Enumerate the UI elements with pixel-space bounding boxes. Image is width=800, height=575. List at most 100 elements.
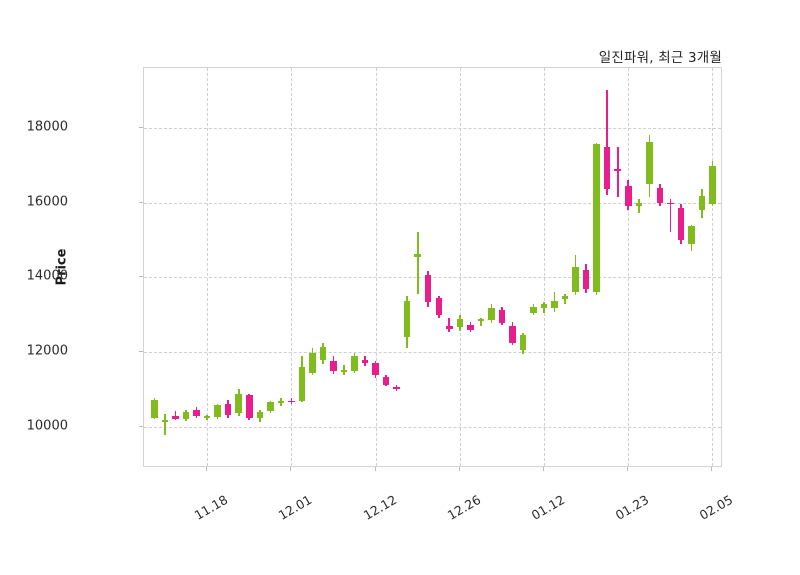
candle-body — [161, 419, 169, 423]
candle-body — [614, 168, 621, 171]
candle-body — [361, 359, 369, 363]
candle-body — [667, 202, 674, 205]
candle-body — [351, 355, 358, 371]
candle-body — [256, 411, 264, 419]
x-tick-label: 02.05 — [697, 491, 736, 523]
candle-body — [488, 308, 495, 321]
candle-body — [435, 297, 443, 316]
candle-body — [624, 185, 632, 207]
candle-body — [635, 202, 643, 207]
gridline-vertical — [712, 68, 714, 466]
x-tick-mark — [374, 467, 376, 471]
candle-wick — [669, 198, 672, 233]
x-tick-mark — [627, 467, 629, 471]
x-tick-mark — [206, 467, 208, 471]
candle-wick — [480, 318, 482, 326]
x-tick-label: 01.23 — [613, 491, 652, 523]
candle-body — [224, 404, 232, 415]
candle-body — [424, 275, 432, 302]
candle-body — [372, 363, 379, 376]
gridline-horizontal — [144, 426, 721, 428]
candle-body — [414, 254, 421, 257]
y-tick-mark — [139, 201, 143, 203]
gridline-horizontal — [144, 202, 721, 204]
y-tick-mark — [139, 276, 143, 278]
x-tick-mark — [543, 467, 545, 471]
plot-area — [143, 67, 722, 467]
candle-body — [477, 319, 485, 322]
candle-wick — [606, 90, 608, 196]
candle-body — [319, 346, 327, 360]
gridline-vertical — [207, 68, 209, 466]
x-tick-label: 12.26 — [444, 491, 484, 523]
candle-body — [309, 352, 316, 373]
gridline-horizontal — [144, 127, 721, 129]
gridline-vertical — [544, 68, 546, 466]
candle-body — [603, 146, 611, 190]
y-tick-mark — [139, 425, 143, 427]
gridline-vertical — [628, 68, 630, 466]
candle-body — [172, 415, 179, 419]
candle-body — [709, 165, 716, 205]
candle-wick — [343, 365, 345, 375]
candle-body — [382, 376, 390, 385]
candle-body — [456, 319, 464, 327]
candle-body — [393, 387, 400, 389]
gridline-vertical — [291, 68, 293, 466]
candle-body — [193, 410, 200, 417]
candle-body — [446, 325, 453, 329]
candle-body — [698, 195, 706, 211]
gridline-horizontal — [144, 352, 721, 354]
candle-body — [509, 325, 516, 343]
candle-body — [582, 269, 590, 290]
gridlines — [144, 68, 721, 466]
candle-body — [646, 142, 653, 184]
candle-wick — [616, 146, 619, 197]
x-tick-label: 12.12 — [360, 491, 399, 523]
chart-title: 일진파워, 최근 3개월 — [598, 50, 722, 66]
candle-body — [330, 361, 337, 371]
candle-body — [203, 415, 211, 418]
candle-wick — [448, 318, 451, 332]
candle-body — [235, 393, 242, 413]
candle-body — [151, 399, 158, 418]
candle-body — [688, 225, 695, 244]
x-tick-label: 12.01 — [276, 491, 315, 523]
candle-body — [540, 303, 548, 308]
x-tick-label: 01.12 — [528, 491, 568, 523]
candle-body — [498, 310, 506, 323]
candle-body — [519, 335, 527, 351]
candle-body — [551, 300, 558, 308]
candle-body — [246, 395, 253, 418]
gridline-vertical — [459, 68, 461, 466]
candle-body — [656, 187, 664, 203]
x-tick-mark — [458, 467, 460, 471]
candle-wick — [564, 294, 566, 305]
candle-body — [593, 143, 600, 293]
candle-body — [214, 405, 221, 418]
candle-wick — [416, 232, 419, 295]
candle-body — [340, 370, 348, 372]
y-tick-label: 10000 — [26, 418, 68, 434]
candle-body — [182, 411, 190, 420]
candle-wick — [164, 413, 166, 436]
x-tick-mark — [290, 467, 292, 471]
candle-series — [144, 68, 721, 466]
y-tick-mark — [139, 126, 143, 128]
y-tick-mark — [139, 351, 143, 353]
candle-body — [530, 306, 537, 313]
y-tick-label: 14000 — [26, 268, 68, 284]
candle-body — [267, 402, 274, 412]
candle-body — [298, 367, 306, 401]
x-tick-label: 11.18 — [191, 491, 231, 523]
gridline-horizontal — [144, 277, 721, 279]
candle-body — [677, 208, 685, 240]
gridline-vertical — [375, 68, 377, 466]
candle-body — [561, 296, 569, 300]
x-tick-mark — [711, 467, 713, 471]
y-tick-label: 12000 — [26, 343, 68, 359]
candle-body — [288, 400, 295, 403]
candle-body — [572, 266, 579, 293]
y-tick-label: 18000 — [26, 119, 68, 135]
